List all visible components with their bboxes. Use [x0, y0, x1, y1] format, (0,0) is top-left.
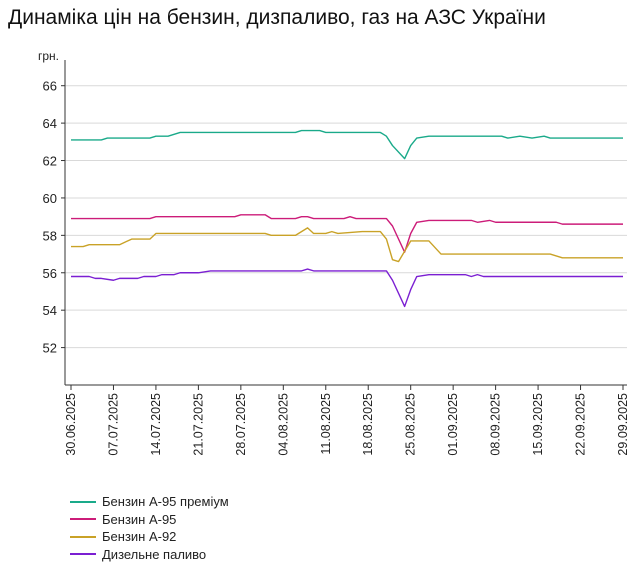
legend-swatch [70, 500, 96, 503]
legend-item: Бензин А-92 [70, 528, 229, 546]
x-tick-label: 18.08.2025 [361, 393, 375, 456]
legend-label: Бензин А-92 [102, 529, 177, 545]
y-tick-label: 62 [43, 154, 57, 169]
x-tick-label: 08.09.2025 [489, 393, 503, 456]
x-tick-label: 30.06.2025 [64, 393, 78, 456]
x-tick-label: 07.07.2025 [106, 393, 120, 456]
x-axis-ticks: 30.06.2025 07.07.2025 14.07.2025 21.07.2025… [64, 385, 630, 456]
axes [64, 60, 627, 386]
x-tick-label: 01.09.2025 [446, 393, 460, 456]
x-tick-label: 22.09.2025 [574, 393, 588, 456]
y-axis-unit-label: грн. [38, 49, 59, 63]
legend-label: Бензин А-95 [102, 511, 177, 527]
x-tick-label: 28.07.2025 [234, 393, 248, 456]
y-tick-label: 52 [43, 341, 57, 356]
legend-swatch [70, 553, 96, 556]
y-tick-label: 54 [43, 303, 57, 318]
legend-item: Бензин А-95 преміум [70, 493, 229, 511]
x-tick-label: 11.08.2025 [319, 393, 333, 455]
legend-swatch [70, 535, 96, 538]
legend-item: Дизельне паливо [70, 546, 229, 564]
x-tick-label: 21.07.2025 [191, 393, 205, 456]
series-line-3 [71, 227, 623, 263]
grid-lines [65, 85, 627, 349]
chart-title: Динаміка цін на бензин, дизпаливо, газ н… [8, 6, 546, 29]
legend-item: Бензин А-95 [70, 511, 229, 529]
y-tick-label: 56 [43, 266, 57, 281]
series-line-2 [71, 214, 623, 253]
line-chart: 52 54 56 58 60 62 64 66 30.06.2025 07.07.2025 14.… [38, 49, 630, 456]
x-tick-label: 25.08.2025 [404, 393, 418, 456]
series-line-1 [71, 129, 623, 160]
legend-swatch [70, 518, 96, 521]
x-tick-label: 15.09.2025 [531, 393, 545, 456]
y-tick-label: 66 [43, 79, 57, 94]
legend: Бензин А-95 преміум Бензин А-95 Бензин А-9… [70, 493, 229, 563]
y-tick-label: 60 [43, 191, 57, 206]
legend-label: Дизельне паливо [102, 546, 207, 562]
series-line-4 [71, 268, 623, 308]
legend-label: Бензин А-95 преміум [102, 494, 229, 510]
y-axis-ticks: 52 54 56 58 60 62 64 66 [43, 79, 65, 356]
y-tick-label: 58 [43, 228, 57, 243]
series-lines [71, 129, 623, 308]
y-tick-label: 64 [43, 116, 57, 131]
x-tick-label: 04.08.2025 [276, 393, 290, 456]
x-tick-label: 14.07.2025 [149, 393, 163, 456]
x-tick-label: 29.09.2025 [616, 393, 630, 456]
